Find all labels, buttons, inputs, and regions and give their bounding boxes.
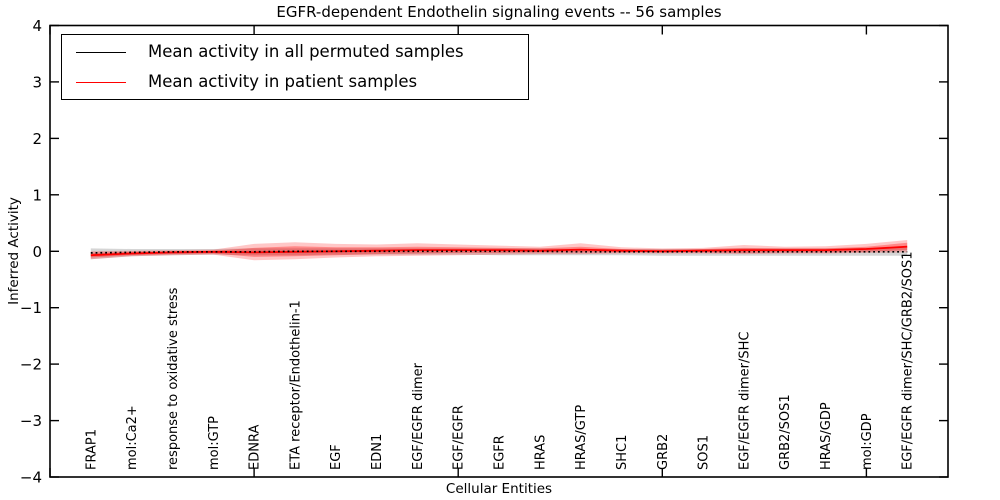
svg-text:SHC1: SHC1 [615, 435, 630, 470]
svg-text:EGFR: EGFR [493, 435, 508, 470]
svg-text:mol:Ca2+: mol:Ca2+ [125, 405, 140, 470]
svg-text:−2: −2 [20, 356, 42, 374]
svg-text:−1: −1 [20, 299, 42, 317]
svg-text:−4: −4 [20, 469, 42, 487]
svg-text:EGF/EGFR dimer/SHC: EGF/EGFR dimer/SHC [737, 332, 752, 470]
svg-text:EGF: EGF [329, 444, 344, 470]
legend-label-patient: Mean activity in patient samples [148, 71, 418, 91]
svg-text:EDN1: EDN1 [370, 434, 385, 470]
svg-text:mol:GTP: mol:GTP [207, 416, 222, 470]
legend: Mean activity in all permuted samples Me… [61, 34, 529, 100]
svg-text:ETA receptor/Endothelin-1: ETA receptor/Endothelin-1 [288, 300, 303, 470]
chart-title: EGFR-dependent Endothelin signaling even… [276, 3, 722, 21]
svg-text:−3: −3 [20, 412, 42, 430]
svg-text:GRB2/SOS1: GRB2/SOS1 [778, 394, 793, 470]
svg-text:EGF/EGFR: EGF/EGFR [452, 405, 467, 470]
svg-text:FRAP1: FRAP1 [84, 429, 99, 470]
svg-text:SOS1: SOS1 [697, 435, 712, 470]
permuted-line-swatch [76, 51, 126, 53]
svg-text:GRB2: GRB2 [656, 434, 671, 470]
svg-text:1: 1 [32, 186, 42, 204]
svg-text:EGF/EGFR dimer/SHC/GRB2/SOS1: EGF/EGFR dimer/SHC/GRB2/SOS1 [901, 252, 916, 471]
svg-text:EGF/EGFR dimer: EGF/EGFR dimer [411, 362, 426, 470]
svg-text:response to oxidative stress: response to oxidative stress [166, 287, 181, 470]
svg-text:mol:GDP: mol:GDP [860, 413, 875, 470]
svg-text:HRAS: HRAS [533, 435, 548, 470]
y-axis-label: Inferred Activity [6, 197, 22, 305]
svg-text:HRAS/GDP: HRAS/GDP [819, 402, 834, 470]
legend-label-permuted: Mean activity in all permuted samples [148, 41, 464, 61]
svg-text:0: 0 [32, 243, 42, 261]
svg-text:3: 3 [32, 73, 42, 91]
svg-text:4: 4 [32, 17, 42, 35]
svg-text:HRAS/GTP: HRAS/GTP [574, 405, 589, 470]
patient-line-swatch [76, 81, 126, 83]
x-axis-label: Cellular Entities [445, 481, 553, 497]
legend-entry-patient: Mean activity in patient samples [76, 69, 528, 95]
svg-text:EDNRA: EDNRA [248, 425, 263, 470]
svg-text:2: 2 [32, 130, 42, 148]
legend-entry-permuted: Mean activity in all permuted samples [76, 39, 528, 65]
